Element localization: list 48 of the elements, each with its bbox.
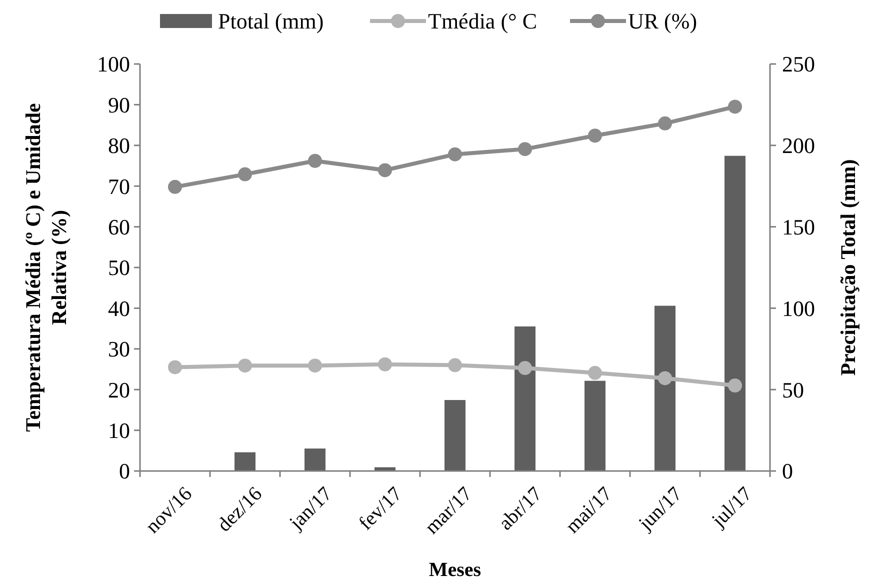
- point: [728, 378, 742, 393]
- y2-tick-label: 0: [782, 458, 793, 484]
- y2-tick-label: 50: [782, 377, 804, 402]
- point: [658, 371, 672, 386]
- point: [168, 360, 182, 374]
- point: [378, 357, 392, 372]
- y2-tick-label: 150: [782, 214, 815, 240]
- legend-label: Tmédia (° C: [428, 8, 537, 34]
- y-axis-title: Temperatura Média (º C) e Umidade Relativa (%): [20, 102, 72, 434]
- y-tick-label: 90: [108, 92, 130, 118]
- point: [588, 366, 602, 380]
- x-axis-title: Meses: [428, 559, 482, 581]
- y-tick-label: 60: [108, 214, 130, 240]
- point: [518, 142, 532, 156]
- y2-tick-label: 200: [782, 133, 815, 158]
- bar: [444, 400, 466, 471]
- y2-axis-title: Precipitação Total (mm): [836, 159, 860, 376]
- point: [448, 358, 462, 372]
- bar: [234, 452, 256, 471]
- point: [308, 358, 322, 373]
- y2-tick-label: 100: [782, 296, 815, 321]
- point: [518, 361, 532, 376]
- point: [238, 358, 252, 373]
- point: [238, 167, 252, 182]
- bar: [654, 306, 676, 471]
- bar: [514, 326, 536, 471]
- point: [728, 100, 742, 114]
- y-tick-label: 20: [108, 377, 130, 402]
- y-tick-label: 80: [108, 133, 130, 158]
- bar: [584, 380, 606, 471]
- y2-tick-label: 250: [782, 52, 815, 77]
- y-tick-label: 50: [108, 255, 130, 280]
- point: [378, 163, 392, 178]
- point: [658, 116, 672, 130]
- bar: [304, 448, 326, 471]
- y-tick-label: 10: [108, 418, 130, 443]
- point: [308, 154, 322, 168]
- point: [448, 147, 462, 162]
- y-tick-label: 30: [108, 336, 130, 362]
- legend-label: UR (%): [628, 8, 698, 34]
- bar: [724, 156, 746, 471]
- point: [588, 128, 602, 143]
- y-tick-label: 70: [108, 174, 130, 199]
- y-tick-label: 100: [97, 52, 130, 77]
- y-tick-label: 0: [119, 458, 130, 484]
- legend-label: Ptotal (mm): [218, 8, 324, 34]
- point: [168, 180, 182, 194]
- y-tick-label: 40: [108, 296, 130, 321]
